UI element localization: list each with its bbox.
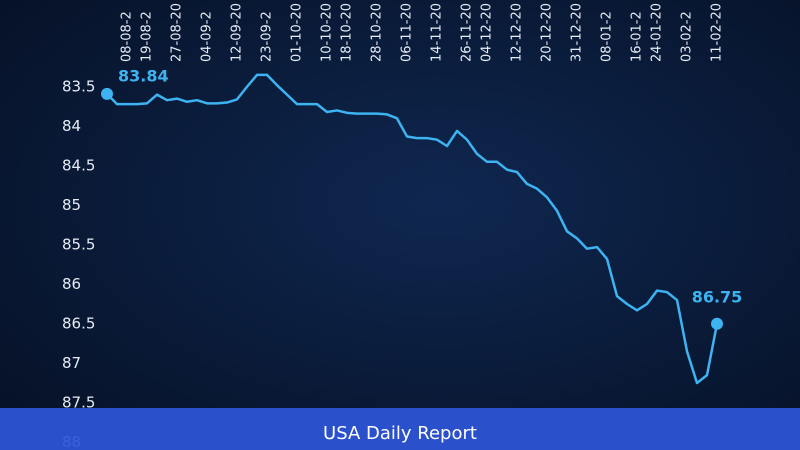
x-tick-label: 06-11-20 bbox=[400, 3, 415, 62]
x-tick-label: 19-08-2 bbox=[140, 11, 155, 62]
footer-banner bbox=[0, 408, 800, 450]
x-tick-label: 18-10-20 bbox=[340, 3, 355, 62]
endpoint-dot bbox=[711, 317, 723, 330]
x-tick-label: 03-02-2 bbox=[680, 11, 695, 62]
x-tick-label: 24-01-20 bbox=[650, 3, 665, 62]
x-tick-label: 23-09-2 bbox=[260, 11, 275, 62]
x-tick-label: 10-10-20 bbox=[320, 3, 335, 62]
y-tick-label: 86.5 bbox=[62, 315, 95, 333]
y-tick-label: 83.5 bbox=[62, 78, 95, 96]
x-tick-label: 08-01-2 bbox=[600, 11, 615, 62]
x-tick-label: 20-12-20 bbox=[540, 3, 555, 62]
x-tick-label: 31-12-20 bbox=[570, 3, 585, 62]
x-tick-label: 27-08-20 bbox=[170, 3, 185, 62]
x-tick-label: 04-09-2 bbox=[200, 11, 215, 62]
x-tick-label: 16-01-2 bbox=[630, 11, 645, 62]
y-tick-label: 84.5 bbox=[62, 157, 95, 175]
y-tick-label: 87.5 bbox=[62, 394, 95, 412]
x-tick-label: 26-11-20 bbox=[460, 3, 475, 62]
x-tick-label: 28-10-20 bbox=[370, 3, 385, 62]
line-series bbox=[106, 73, 719, 385]
y-tick-label: 87 bbox=[62, 354, 81, 372]
plot-area: 83.58484.58585.58686.58787.58808-08-219-… bbox=[62, 3, 742, 450]
x-tick-label: 11-02-20 bbox=[710, 3, 725, 62]
y-tick-label: 85.5 bbox=[62, 236, 95, 254]
endpoint-dot bbox=[101, 87, 113, 100]
x-tick-label: 08-08-2 bbox=[120, 11, 135, 62]
x-tick-label: 12-09-20 bbox=[230, 3, 245, 62]
y-tick-label: 84 bbox=[62, 117, 81, 135]
x-tick-label: 12-12-20 bbox=[510, 3, 525, 62]
x-tick-label: 14-11-20 bbox=[430, 3, 445, 62]
y-tick-label: 85 bbox=[62, 196, 81, 214]
endpoint-label: 83.84 bbox=[118, 66, 169, 85]
x-tick-label: 04-12-20 bbox=[480, 3, 495, 62]
y-tick-label: 86 bbox=[62, 275, 81, 293]
endpoint-label: 86.75 bbox=[692, 287, 743, 306]
x-tick-label: 01-10-20 bbox=[290, 3, 305, 62]
footer-text: USA Daily Report bbox=[323, 423, 477, 444]
